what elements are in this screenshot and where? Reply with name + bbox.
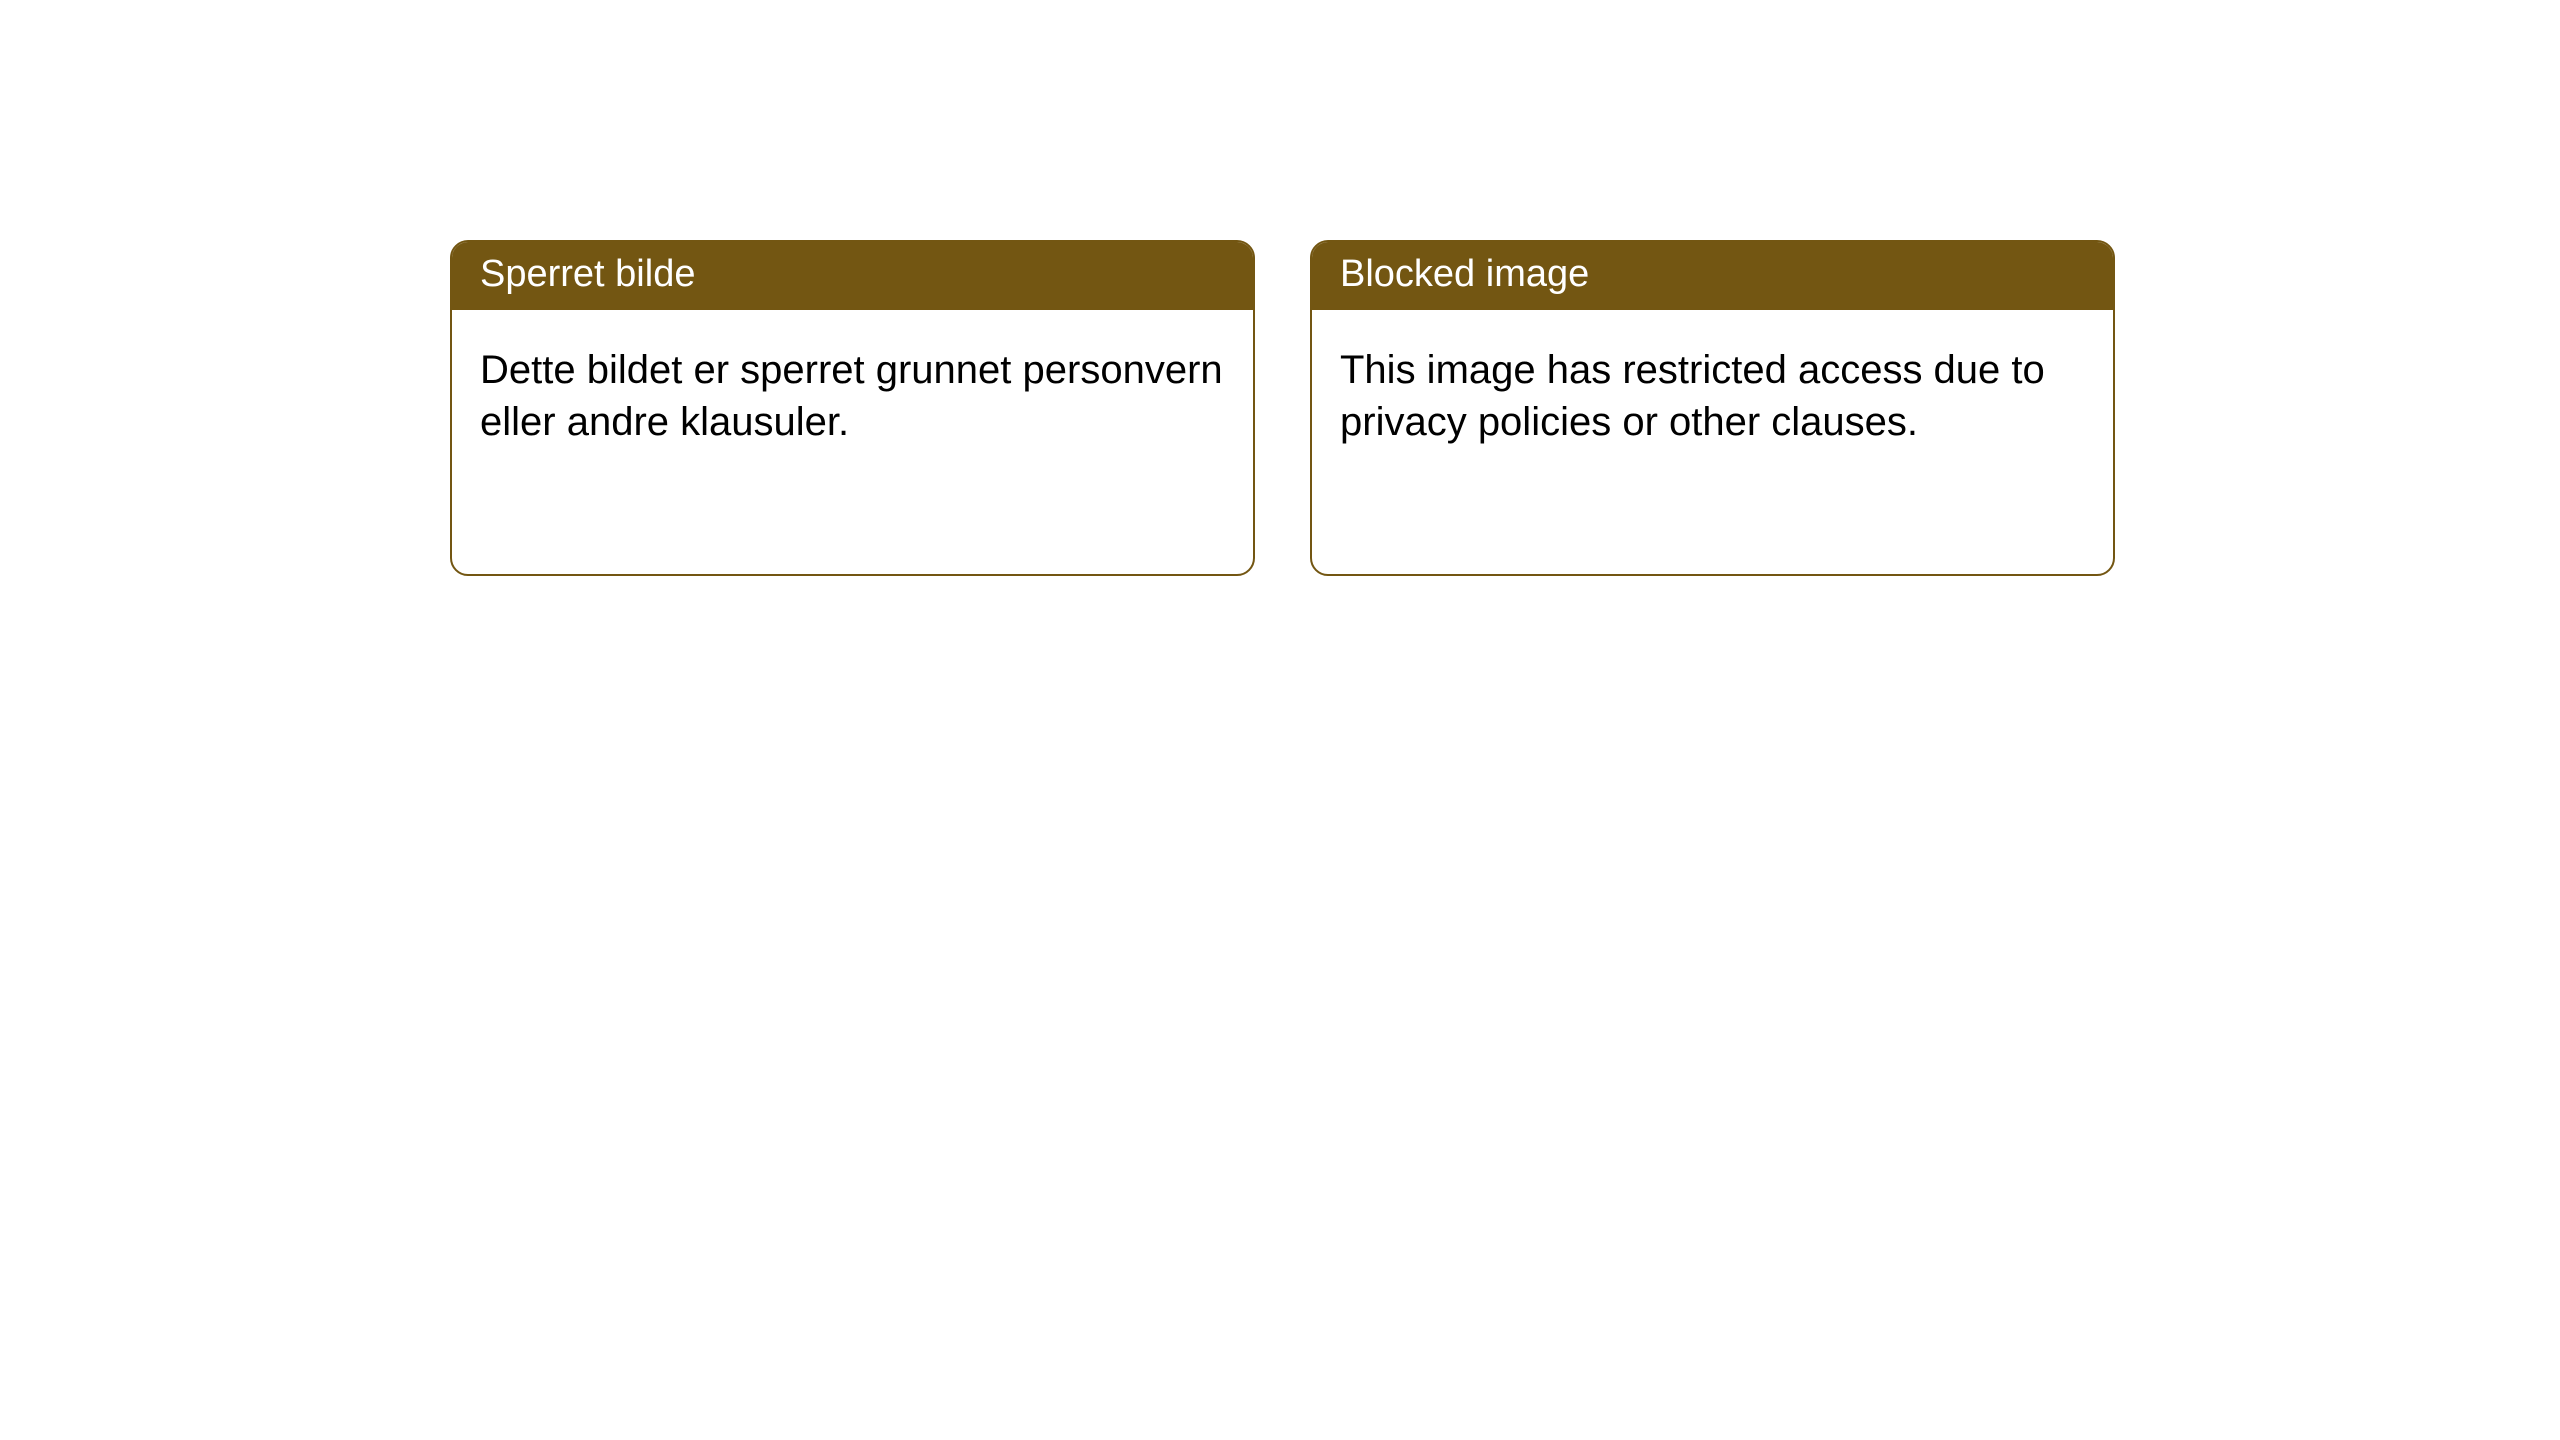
blocked-image-card-norwegian: Sperret bilde Dette bildet er sperret gr… (450, 240, 1255, 576)
cards-container: Sperret bilde Dette bildet er sperret gr… (0, 0, 2560, 576)
card-body-text: Dette bildet er sperret grunnet personve… (452, 310, 1253, 484)
blocked-image-card-english: Blocked image This image has restricted … (1310, 240, 2115, 576)
card-title: Sperret bilde (452, 242, 1253, 310)
card-body-text: This image has restricted access due to … (1312, 310, 2113, 484)
card-title: Blocked image (1312, 242, 2113, 310)
